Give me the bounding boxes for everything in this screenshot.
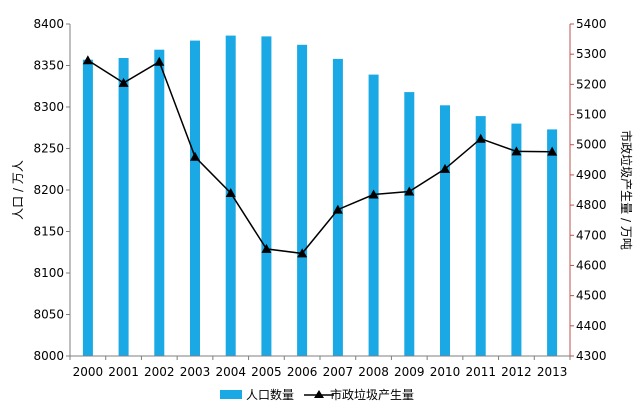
- bar-population-2011: [475, 116, 486, 356]
- right-tick-label-4300: 4300: [576, 349, 607, 363]
- point-waste-2008: [368, 189, 379, 199]
- right-tick-label-5000: 5000: [576, 138, 607, 152]
- x-tick-label-2013: 2013: [537, 365, 568, 379]
- point-waste-2011: [475, 133, 486, 143]
- point-waste-2009: [404, 186, 415, 196]
- right-tick-label-5300: 5300: [576, 47, 607, 61]
- point-waste-2005: [261, 243, 272, 253]
- left-tick-label-8350: 8350: [33, 59, 64, 73]
- point-waste-2010: [440, 163, 450, 173]
- bars-layer: [82, 35, 558, 357]
- bar-population-2010: [440, 105, 450, 356]
- x-tick-label-2000: 2000: [73, 365, 104, 379]
- x-tick-label-2002: 2002: [144, 365, 175, 379]
- legend-label-population: 人口数量: [246, 387, 294, 402]
- point-waste-2012: [511, 146, 522, 156]
- right-tick-label-4600: 4600: [576, 258, 607, 272]
- legend: 人口数量 市政垃圾产生量: [220, 387, 414, 402]
- point-waste-2006: [297, 248, 308, 258]
- bar-population-2009: [404, 92, 415, 356]
- x-tick-label-2010: 2010: [430, 365, 461, 379]
- right-axis-title: 市政垃圾产生量 / 万吨: [619, 130, 634, 250]
- bar-population-2006: [297, 44, 308, 357]
- left-tick-label-8200: 8200: [33, 183, 64, 197]
- point-waste-2000: [82, 55, 93, 65]
- left-tick-label-8400: 8400: [33, 17, 64, 31]
- x-tick-label-2008: 2008: [358, 365, 389, 379]
- line-layer: [82, 55, 558, 258]
- right-tick-label-4400: 4400: [576, 319, 607, 333]
- x-tick-label-2009: 2009: [394, 365, 425, 379]
- left-axis-title: 人口 / 万人: [11, 160, 25, 220]
- point-waste-2001: [118, 77, 129, 87]
- right-tick-label-4900: 4900: [576, 168, 607, 182]
- bar-population-2012: [511, 123, 522, 356]
- bar-population-2005: [261, 36, 272, 357]
- left-tick-label-8300: 8300: [33, 100, 64, 114]
- x-tick-label-2005: 2005: [251, 365, 282, 379]
- legend-label-waste: 市政垃圾产生量: [330, 387, 414, 402]
- bar-population-2000: [82, 59, 93, 356]
- right-tick-label-4500: 4500: [576, 289, 607, 303]
- right-tick-label-4800: 4800: [576, 198, 607, 212]
- legend-swatch-population: [220, 390, 242, 399]
- right-tick-label-5100: 5100: [576, 108, 607, 122]
- x-tick-label-2006: 2006: [287, 365, 318, 379]
- point-waste-2013: [547, 146, 558, 156]
- left-tick-label-8150: 8150: [33, 225, 64, 239]
- bar-population-2002: [154, 49, 165, 356]
- point-waste-2007: [332, 204, 343, 214]
- x-tick-label-2003: 2003: [180, 365, 211, 379]
- point-waste-2004: [225, 188, 236, 198]
- left-tick-label-8050: 8050: [33, 308, 64, 322]
- bar-population-2008: [368, 74, 379, 356]
- bar-population-2001: [118, 58, 129, 356]
- x-tick-label-2011: 2011: [465, 365, 496, 379]
- right-tick-label-4700: 4700: [576, 228, 607, 242]
- x-tick-label-2012: 2012: [501, 365, 532, 379]
- labels-layer: 8000 8050 8100 8150 8200 8250 8300 8350 8400 4300…: [33, 17, 606, 379]
- axes-layer: [66, 23, 574, 360]
- left-tick-label-8000: 8000: [33, 349, 64, 363]
- right-tick-label-5200: 5200: [576, 77, 607, 91]
- x-tick-label-2007: 2007: [323, 365, 354, 379]
- legend-marker-waste: [314, 390, 324, 398]
- left-tick-label-8100: 8100: [33, 266, 64, 280]
- line-waste-series: [87, 59, 553, 255]
- right-tick-label-5400: 5400: [576, 17, 607, 31]
- bar-population-2013: [547, 129, 558, 356]
- bar-population-2003: [190, 40, 200, 356]
- x-tick-label-2004: 2004: [215, 365, 246, 379]
- x-tick-label-2001: 2001: [108, 365, 139, 379]
- point-waste-2003: [190, 151, 200, 161]
- left-tick-label-8250: 8250: [33, 142, 64, 156]
- point-waste-2002: [154, 56, 165, 66]
